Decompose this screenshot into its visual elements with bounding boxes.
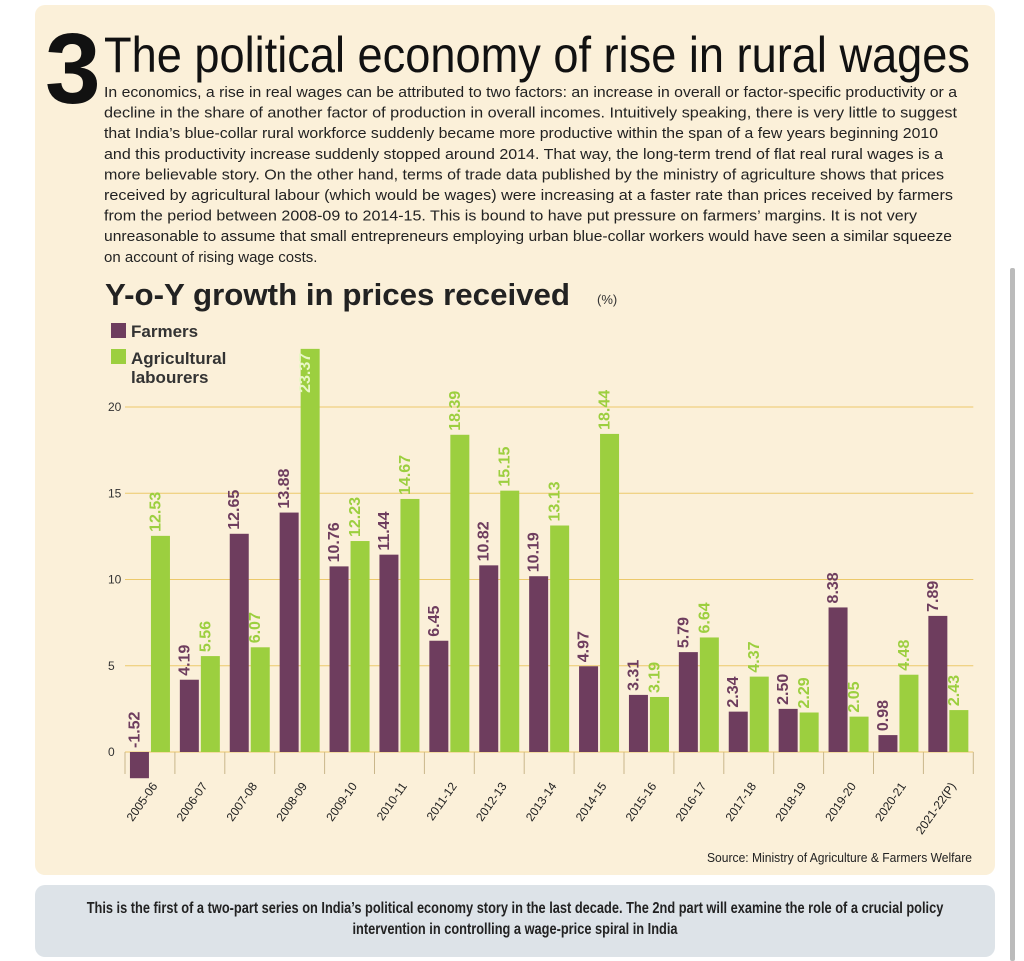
bar [649,696,669,752]
bar [379,554,399,752]
bar [200,656,220,752]
value-label: 4.19 [176,644,193,675]
value-label: 14.67 [397,455,414,495]
value-label: -1.52 [126,711,143,748]
value-label: 4.48 [896,639,913,670]
legend-label: Agricultural labourers [131,349,227,387]
value-label: 10.76 [326,522,343,562]
body-text: received by agricultural labour (which w… [104,187,953,204]
value-label: 13.13 [547,481,564,521]
panel [35,5,995,875]
value-label: 10.19 [526,532,543,572]
bar [179,679,199,752]
bar [429,640,449,752]
value-label: 6.64 [696,602,713,633]
value-label: 18.39 [447,391,464,431]
value-label: 18.44 [597,390,614,430]
value-label: 2.05 [846,681,863,712]
value-label: 11.44 [376,511,393,550]
bar [479,565,499,752]
value-label: 0.98 [875,700,892,731]
bar [799,712,819,752]
body-text: on account of rising wage costs. [104,249,317,266]
value-label: 3.31 [625,660,642,691]
value-label: 2.34 [725,676,742,707]
value-label: 8.38 [825,572,842,603]
section-number: 3 [45,13,101,125]
unit-label: (%) [597,292,617,307]
bar [949,710,969,752]
value-label: 10.82 [476,521,493,561]
legend-swatch [111,323,126,338]
bar [400,498,420,752]
footer-note: This is the first of a two-part series o… [86,900,944,938]
bar [529,576,549,752]
legend-label: Farmers [131,322,198,341]
bar [678,652,698,752]
value-label: 7.89 [925,581,942,612]
headline: The political economy of rise in rural w… [104,27,970,83]
body-text: from the period between 2008-09 to 2014-… [104,208,918,225]
bar [778,708,798,752]
value-label: 4.37 [746,641,763,672]
value-label: 6.45 [426,605,443,636]
value-label: 12.53 [147,492,164,532]
bar [350,541,370,752]
bar [150,535,170,752]
bar [699,637,719,752]
bar [129,752,149,779]
bar [600,433,620,752]
value-label: 2.29 [796,677,813,708]
bar [329,566,349,752]
y-tick-label: 5 [108,659,115,673]
value-label: 15.15 [497,447,514,487]
body-text: unreasonable to assume that small entrep… [104,228,952,245]
body-text: and this productivity increase suddenly … [104,146,944,163]
value-label: 2.43 [946,675,963,706]
body-text: In economics, a rise in real wages can b… [104,84,958,101]
bar [828,607,848,752]
value-label: 6.07 [247,612,264,643]
legend-swatch [111,349,126,364]
bar [728,711,748,752]
bar [749,676,769,752]
bar [300,348,320,752]
y-tick-label: 0 [108,745,115,759]
note-box [35,885,995,957]
y-tick-label: 10 [108,573,122,587]
y-tick-label: 20 [108,400,122,414]
body-text: that India’s blue-collar rural workforce… [104,125,938,142]
bar [250,647,270,752]
chart-title: Y-o-Y growth in prices received [105,277,570,312]
value-label: 13.88 [276,468,293,508]
bar [878,735,898,752]
value-label: 12.65 [226,490,243,530]
y-tick-label: 15 [108,486,122,500]
bar [849,716,869,752]
body-text: decline in the share of another factor o… [104,105,958,122]
bar [500,490,520,752]
body-text: more believable story. On the other hand… [104,166,944,183]
value-label: 5.79 [675,617,692,648]
bar [628,694,648,752]
bar [450,434,470,752]
value-label: 3.19 [646,662,663,693]
value-label: 12.23 [347,497,364,537]
bar [579,666,599,752]
bar [928,615,948,752]
bar [550,525,570,752]
value-label: 4.97 [576,631,593,662]
bar [899,674,919,752]
bar [279,512,299,752]
value-label: 2.50 [775,674,792,705]
scrollbar [1010,268,1015,961]
source: Source: Ministry of Agriculture & Farmer… [707,850,972,865]
bar [229,533,249,752]
value-label: 5.56 [197,621,214,652]
value-label: 23.37 [297,353,314,393]
